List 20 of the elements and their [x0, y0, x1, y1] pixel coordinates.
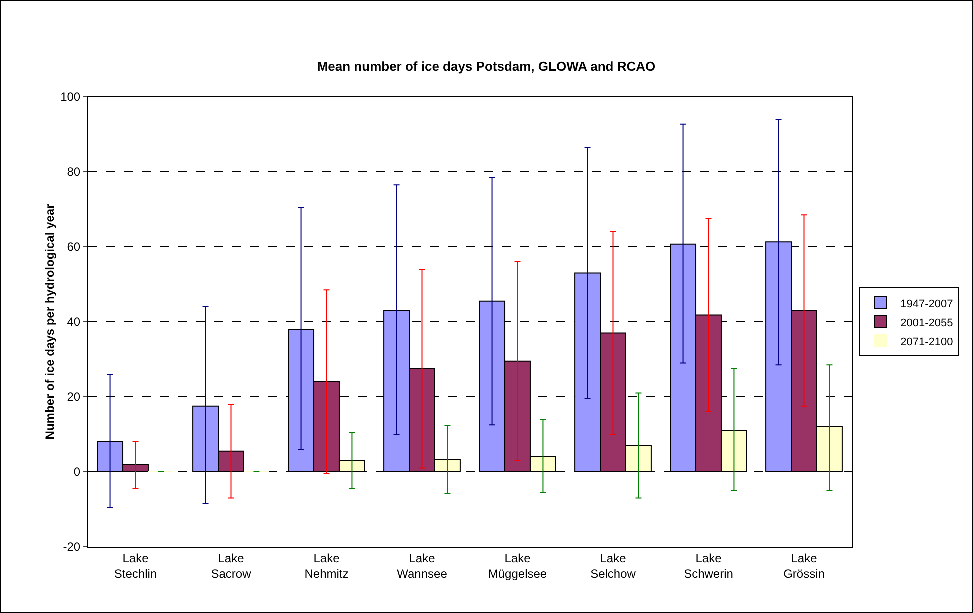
legend-label: 2001-2055 [900, 317, 954, 330]
x-tick-label: Lake Müggelsee [488, 551, 548, 581]
y-tick-label: -20 [63, 540, 81, 554]
chart-title: Mean number of ice days Potsdam, GLOWA and RCAO [317, 59, 656, 74]
x-tick-label: Lake Stechlin [114, 551, 158, 581]
y-tick-label: 60 [67, 240, 81, 254]
x-tick-label: Lake Nehmitz [304, 551, 349, 581]
x-tick-label: Lake Selchow [590, 551, 636, 581]
legend-label: 2071-2100 [900, 336, 954, 348]
x-tick-label: Lake Sacrow [211, 551, 252, 581]
legend-label: 1947-2007 [900, 298, 954, 310]
y-tick-label: 40 [67, 315, 81, 330]
y-tick-label: 0 [74, 465, 81, 480]
x-tick-label: Lake Schwerin [684, 551, 734, 581]
y-tick-label: 100 [60, 90, 81, 104]
x-tick-label: Lake Wannsee [397, 551, 448, 581]
y-tick-label: 20 [67, 390, 81, 404]
y-tick-label: 80 [67, 165, 81, 180]
y-axis-title: Number of ice days per hydrological year [43, 204, 57, 440]
x-tick-label: Lake Grössin [784, 551, 825, 581]
